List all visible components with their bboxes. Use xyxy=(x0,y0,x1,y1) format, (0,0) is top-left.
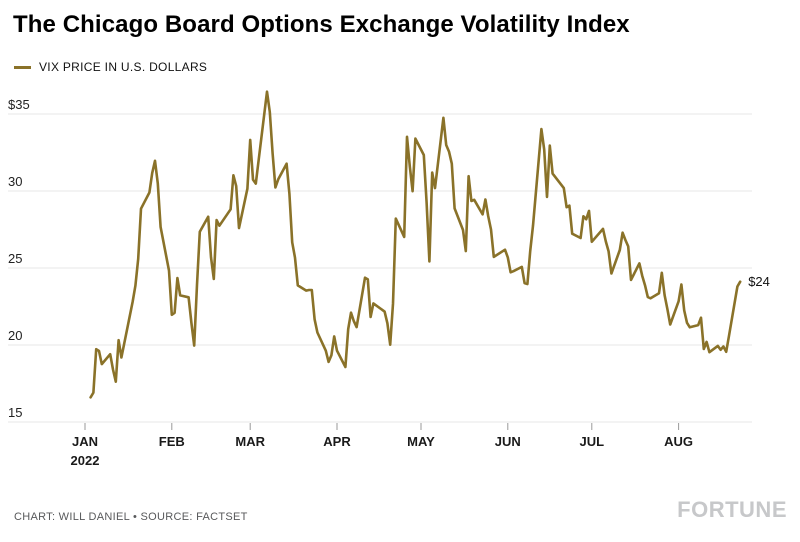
y-tick-label: 20 xyxy=(8,328,23,343)
legend: VIX PRICE IN U.S. DOLLARS xyxy=(14,60,207,74)
fortune-logo: FORTUNE xyxy=(677,497,787,522)
y-tick-label: 25 xyxy=(8,251,23,266)
y-tick-label: 30 xyxy=(8,174,23,189)
y-tick-label: $35 xyxy=(8,97,30,112)
x-tick-label: APR xyxy=(323,434,351,449)
legend-label: VIX PRICE IN U.S. DOLLARS xyxy=(39,60,208,74)
x-tick-label: MAY xyxy=(407,434,435,449)
x-tick-label: JUL xyxy=(579,434,605,449)
x-tick-label: JUN xyxy=(494,434,521,449)
chart-credit: CHART: WILL DANIEL • SOURCE: FACTSET xyxy=(14,511,248,523)
end-value-label: $24 xyxy=(748,273,770,289)
legend-line-swatch xyxy=(14,65,31,69)
x-tick-label: MAR xyxy=(235,434,265,449)
chart-title: The Chicago Board Options Exchange Volat… xyxy=(13,11,630,38)
x-tick-label: FEB xyxy=(158,434,185,449)
x-axis-year-label: 2022 xyxy=(70,453,100,468)
x-tick-label: JAN xyxy=(71,434,98,449)
x-tick-label: AUG xyxy=(664,434,694,449)
y-tick-label: 15 xyxy=(8,405,23,420)
